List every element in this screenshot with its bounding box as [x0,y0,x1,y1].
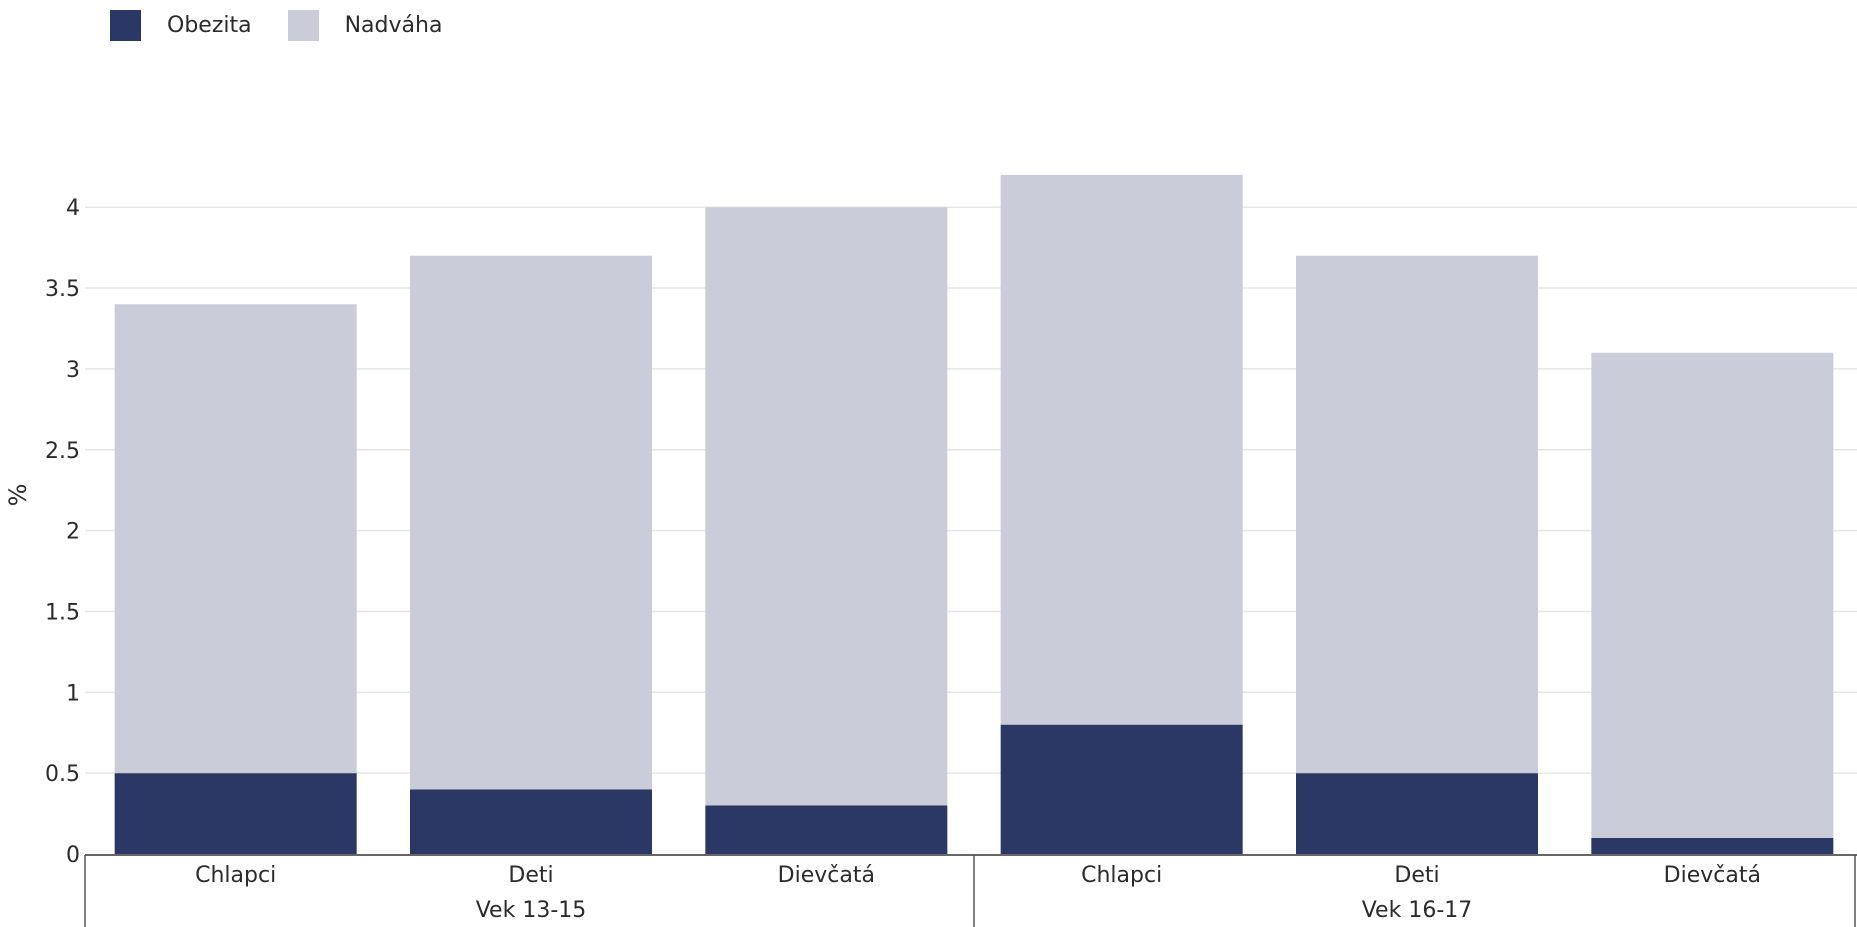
bar-obezita [114,773,357,854]
bar-nadvaha [1000,174,1243,725]
y-tick-label: 4 [66,196,80,221]
y-axis-title: % [4,484,32,507]
y-tick-label: 0 [66,843,80,868]
x-group-label: Vek 16-17 [1362,898,1473,923]
y-tick-label: 2.5 [45,439,80,464]
y-tick-label: 3.5 [45,277,80,302]
x-tick-label: Deti [1394,863,1439,888]
legend-label-nadvaha: Nadváha [344,13,443,38]
bars [114,174,1834,854]
bar-nadvaha [410,255,652,790]
bar-obezita [1000,724,1243,854]
y-tick-label: 2 [66,520,80,545]
y-tick-label: 1 [66,681,80,706]
bar-obezita [705,805,948,854]
x-tick-label: Deti [508,863,553,888]
legend-item-obezita[interactable]: Obezita [110,10,252,41]
bar-obezita [1296,773,1538,854]
bar-nadvaha [705,207,948,806]
x-tick-label: Chlapci [1081,863,1162,888]
bar-nadvaha [114,304,357,774]
legend-item-nadvaha[interactable]: Nadváha [287,10,443,41]
legend-label-obezita: Obezita [167,13,252,38]
bar-obezita [410,789,652,854]
bar-nadvaha [1591,352,1834,838]
x-tick-label: Dievčatá [778,863,875,888]
y-tick-label: 0.5 [45,762,80,787]
x-tick-label: Dievčatá [1664,863,1761,888]
bar-nadvaha [1296,255,1538,774]
y-tick-label: 3 [66,358,80,383]
legend-swatch-nadvaha [287,10,319,41]
bar-obezita [1591,837,1834,854]
x-group-label: Vek 13-15 [476,898,587,923]
axes: 0 0.5 1 1.5 2 2.5 3 3.5 4 Chlapci Deti Dievčatá Chla… [45,196,1857,927]
grid-lines [85,206,1857,774]
chart-legend: Obezita Nadváha [110,10,442,41]
legend-swatch-obezita [110,10,141,41]
x-tick-label: Chlapci [195,863,276,888]
y-tick-label: 1.5 [45,600,80,625]
